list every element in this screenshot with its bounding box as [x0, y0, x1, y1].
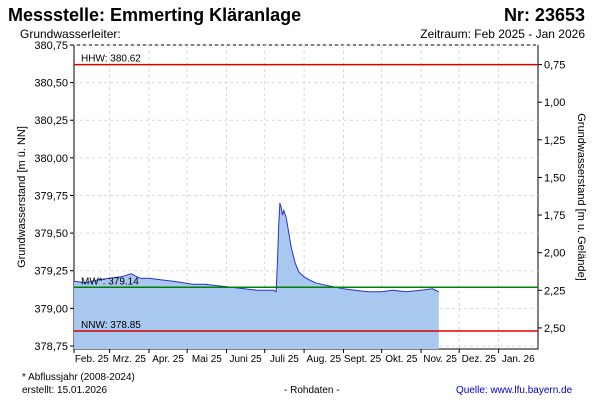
x-tick-label: Dez. 25: [462, 354, 497, 365]
y-tick-label-right: 2,50: [544, 323, 565, 335]
reference-label: MW*: 379.14: [81, 276, 139, 287]
data-series: [73, 202, 440, 349]
station-number: Nr: 23653: [503, 5, 585, 25]
raw-data-label: - Rohdaten -: [284, 385, 340, 396]
reference-label: HHW: 380.62: [81, 54, 141, 65]
y-tick-label-right: 1,00: [544, 97, 565, 109]
x-tick-label: Nov. 25: [423, 354, 457, 365]
reference-label: NNW: 378.85: [81, 320, 141, 331]
y-tick-label-right: 1,50: [544, 172, 565, 184]
y-tick-label-left: 380,00: [34, 153, 68, 165]
y-axis-label-right: Grundwasserstand [m u. Gelände]: [575, 113, 587, 281]
source-link[interactable]: Quelle: www.lfu.bayern.de: [456, 385, 573, 396]
y-tick-label-right: 2,25: [544, 285, 565, 297]
x-tick-label: Jan. 26: [502, 354, 535, 365]
period-label: Zeitraum: Feb 2025 - Jan 2026: [420, 27, 585, 41]
x-tick-label: Mai 25: [192, 354, 222, 365]
series-area: [74, 203, 439, 349]
created-date: erstellt: 15.01.2026: [22, 385, 108, 396]
y-tick-label-left: 379,75: [34, 190, 68, 202]
chart-title: Messstelle: Emmerting Kläranlage: [8, 5, 302, 25]
x-tick-label: Feb. 25: [75, 354, 109, 365]
y-tick-label-left: 379,50: [34, 228, 68, 240]
y-tick-label-right: 1,25: [544, 135, 565, 147]
x-tick-label: Sept. 25: [344, 354, 382, 365]
y-tick-label-left: 380,50: [34, 78, 68, 90]
reference-lines: HHW: 380.62 MW*: 379.14 NNW: 378.85: [74, 54, 538, 332]
aquifer-label: Grundwasserleiter:: [20, 27, 121, 41]
y-tick-label-left: 379,00: [34, 303, 68, 315]
x-tick-label: Aug. 25: [307, 354, 342, 365]
axes: 380,75 380,50 380,25 380,00 379,75 379,50 379,…: [34, 40, 565, 365]
y-tick-label-left: 379,25: [34, 266, 68, 278]
x-tick-label: Juli 25: [270, 354, 299, 365]
x-tick-label: Apr. 25: [152, 354, 184, 365]
series-line: [73, 202, 440, 293]
y-tick-label-left: 380,25: [34, 115, 68, 127]
y-tick-label-left: 378,75: [34, 341, 68, 353]
y-tick-label-right: 1,75: [544, 210, 565, 222]
y-tick-label-right: 0,75: [544, 60, 565, 72]
x-tick-label: Mrz. 25: [113, 354, 147, 365]
footnote: * Abflussjahr (2008-2024): [22, 372, 135, 383]
x-tick-label: Juni 25: [229, 354, 262, 365]
y-tick-label-right: 2,00: [544, 248, 565, 260]
x-tick-label: Okt. 25: [385, 354, 418, 365]
y-axis-label-left: Grundwasserstand [m ü. NN]: [16, 126, 28, 268]
y-tick-label-left: 380,75: [34, 40, 68, 52]
